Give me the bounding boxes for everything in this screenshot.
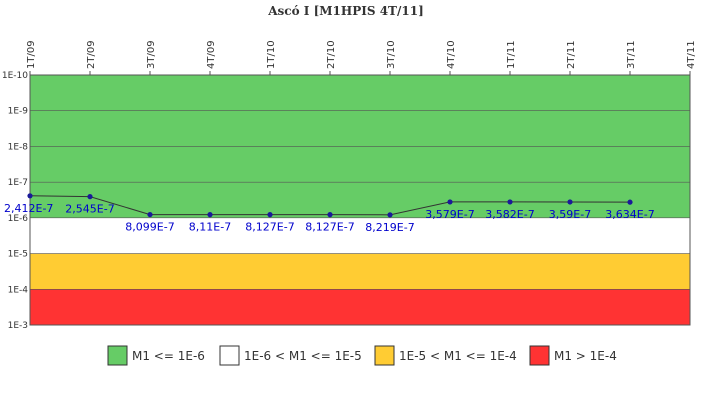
data-label: 8,127E-7 bbox=[305, 221, 354, 234]
data-point bbox=[507, 199, 513, 205]
data-label: 8,099E-7 bbox=[125, 221, 174, 234]
y-tick-label: 1E-9 bbox=[8, 107, 29, 117]
data-label: 3,579E-7 bbox=[425, 208, 474, 221]
data-point bbox=[387, 212, 393, 218]
data-point bbox=[567, 199, 573, 205]
band-2 bbox=[30, 253, 690, 290]
data-label: 8,11E-7 bbox=[189, 221, 231, 234]
y-tick-label: 1E-10 bbox=[2, 71, 28, 81]
legend-swatch-3 bbox=[529, 345, 550, 366]
x-tick-label: 2T/11 bbox=[566, 40, 577, 69]
x-tick-label: 1T/09 bbox=[26, 40, 37, 69]
threshold-bands bbox=[30, 75, 690, 325]
data-label: 3,582E-7 bbox=[485, 208, 534, 221]
legend-swatch-1 bbox=[219, 345, 240, 366]
legend-swatch-2 bbox=[374, 345, 395, 366]
legend-label: 1E-6 < M1 <= 1E-5 bbox=[244, 349, 362, 363]
legend-label: 1E-5 < M1 <= 1E-4 bbox=[399, 349, 517, 363]
data-point bbox=[207, 212, 213, 218]
data-point bbox=[87, 194, 93, 200]
y-tick-label: 1E-4 bbox=[8, 285, 29, 295]
x-tick-label: 3T/11 bbox=[626, 40, 637, 69]
x-tick-label: 4T/10 bbox=[446, 40, 457, 69]
y-tick-label: 1E-8 bbox=[8, 142, 29, 152]
x-tick-label: 2T/10 bbox=[326, 40, 337, 69]
y-axis: 1E-10 1E-9 1E-8 1E-7 1E-6 1E-5 1E-4 1E-3 bbox=[2, 71, 28, 331]
data-label: 3,634E-7 bbox=[605, 208, 654, 221]
band-1 bbox=[30, 217, 690, 254]
series: 2,412E-7 2,545E-7 8,099E-7 8,11E-7 8,127E-7 8… bbox=[4, 193, 655, 234]
data-point bbox=[627, 199, 633, 205]
legend: M1 <= 1E-6 1E-6 < M1 <= 1E-5 1E-5 < M1 <= … bbox=[107, 345, 617, 366]
y-tick-label: 1E-6 bbox=[8, 214, 29, 224]
x-tick-label: 3T/09 bbox=[146, 40, 157, 69]
x-tick-label: 4T/09 bbox=[206, 40, 217, 69]
data-point bbox=[327, 212, 333, 218]
data-label: 3,59E-7 bbox=[549, 208, 591, 221]
data-label: 2,545E-7 bbox=[65, 203, 114, 216]
x-tick-label: 2T/09 bbox=[86, 40, 97, 69]
data-point bbox=[267, 212, 273, 218]
y-tick-label: 1E-3 bbox=[8, 321, 28, 331]
chart-title: Ascó I [M1HPIS 4T/11] bbox=[267, 4, 424, 18]
band-3 bbox=[30, 289, 690, 325]
x-tick-label: 1T/11 bbox=[506, 40, 517, 69]
x-axis: 1T/09 2T/09 3T/09 4T/09 1T/10 2T/10 3T/10 4T/10… bbox=[26, 40, 697, 75]
data-point bbox=[27, 193, 33, 199]
legend-label: M1 <= 1E-6 bbox=[132, 349, 205, 363]
x-tick-label: 3T/10 bbox=[386, 40, 397, 69]
data-point bbox=[147, 211, 153, 218]
legend-label: M1 > 1E-4 bbox=[554, 349, 617, 363]
y-tick-label: 1E-5 bbox=[8, 250, 28, 260]
data-point bbox=[447, 199, 453, 205]
y-tick-label: 1E-7 bbox=[8, 178, 28, 188]
x-tick-label: 1T/10 bbox=[266, 40, 277, 69]
data-label: 8,219E-7 bbox=[365, 221, 414, 234]
grid bbox=[29, 74, 691, 326]
x-tick-label: 4T/11 bbox=[686, 40, 697, 69]
data-label: 8,127E-7 bbox=[245, 221, 294, 234]
legend-swatch-0 bbox=[107, 345, 128, 366]
data-label: 2,412E-7 bbox=[4, 202, 53, 215]
